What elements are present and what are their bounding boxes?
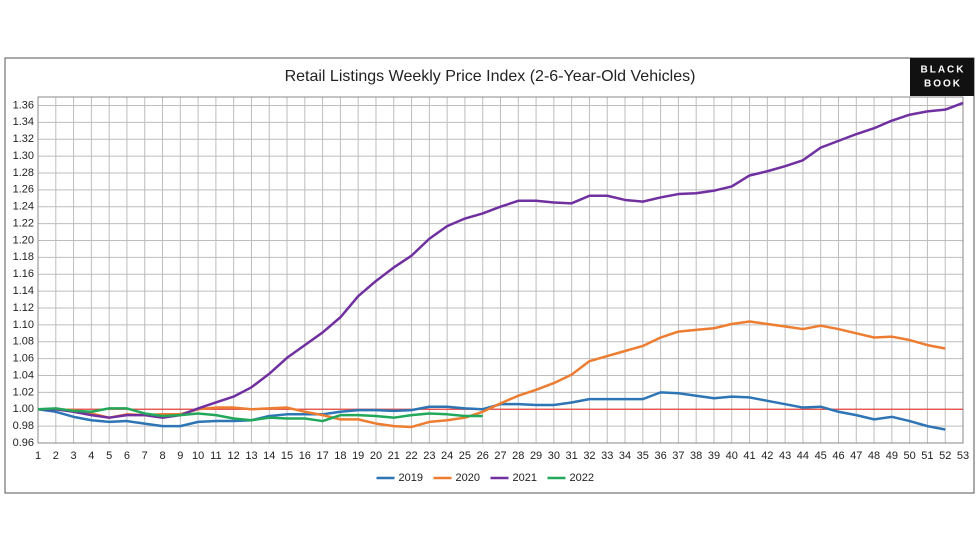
x-tick-label: 13 [245, 450, 257, 462]
y-tick-label: 1.14 [13, 285, 34, 297]
x-tick-label: 40 [726, 450, 738, 462]
x-tick-label: 24 [441, 450, 453, 462]
x-tick-label: 25 [459, 450, 471, 462]
legend-label: 2022 [570, 472, 594, 484]
x-tick-label: 8 [159, 450, 165, 462]
y-tick-label: 1.34 [13, 116, 34, 128]
x-tick-label: 38 [690, 450, 702, 462]
legend-label: 2019 [399, 472, 423, 484]
y-tick-label: 1.22 [13, 217, 34, 229]
y-tick-label: 1.32 [13, 133, 34, 145]
x-tick-label: 10 [192, 450, 204, 462]
y-tick-label: 0.96 [13, 437, 34, 449]
y-tick-label: 1.16 [13, 268, 34, 280]
x-tick-label: 4 [88, 450, 94, 462]
x-tick-label: 1 [35, 450, 41, 462]
x-tick-label: 30 [548, 450, 560, 462]
x-tick-label: 27 [494, 450, 506, 462]
x-tick-label: 31 [566, 450, 578, 462]
x-tick-label: 16 [299, 450, 311, 462]
y-tick-label: 1.26 [13, 184, 34, 196]
x-tick-label: 5 [106, 450, 112, 462]
plot-frame [37, 96, 964, 444]
x-tick-label: 48 [868, 450, 880, 462]
y-tick-label: 1.00 [13, 403, 34, 415]
x-tick-label: 20 [370, 450, 382, 462]
x-tick-label: 19 [352, 450, 364, 462]
logo-text: BLACK [921, 65, 966, 76]
y-tick-label: 1.12 [13, 302, 34, 314]
x-tick-label: 36 [654, 450, 666, 462]
series-line [38, 101, 964, 419]
y-tick-label: 1.30 [13, 150, 34, 162]
x-tick-label: 34 [619, 450, 631, 462]
x-tick-label: 43 [779, 450, 791, 462]
y-tick-label: 1.24 [13, 201, 34, 213]
x-tick-label: 17 [316, 450, 328, 462]
series-line [37, 407, 483, 423]
x-tick-label: 37 [672, 450, 684, 462]
chart-frame [4, 57, 975, 494]
x-tick-label: 11 [210, 450, 221, 462]
y-tick-label: 1.18 [13, 251, 34, 263]
y-tick-label: 1.10 [13, 319, 34, 331]
logo-box [910, 58, 974, 96]
x-tick-label: 26 [477, 450, 489, 462]
x-tick-label: 35 [637, 450, 649, 462]
y-tick-label: 1.08 [13, 336, 34, 348]
x-tick-label: 9 [177, 450, 183, 462]
x-tick-label: 49 [886, 450, 898, 462]
x-tick-label: 44 [797, 450, 809, 462]
x-tick-label: 3 [71, 450, 77, 462]
x-tick-label: 39 [708, 450, 720, 462]
y-tick-label: 1.04 [13, 369, 34, 381]
x-tick-label: 14 [263, 450, 275, 462]
x-tick-label: 21 [388, 450, 400, 462]
x-tick-label: 42 [761, 450, 773, 462]
logo-text: BOOK [924, 79, 962, 90]
x-tick-label: 53 [957, 450, 969, 462]
y-tick-label: 1.20 [13, 234, 34, 246]
legend-label: 2020 [456, 472, 480, 484]
x-tick-label: 50 [904, 450, 916, 462]
x-tick-label: 12 [228, 450, 240, 462]
x-tick-label: 46 [832, 450, 844, 462]
x-tick-label: 45 [815, 450, 827, 462]
x-tick-label: 52 [939, 450, 951, 462]
x-tick-label: 29 [530, 450, 542, 462]
x-tick-label: 2 [53, 450, 59, 462]
x-tick-label: 47 [850, 450, 862, 462]
y-tick-label: 1.28 [13, 167, 34, 179]
x-tick-label: 23 [423, 450, 435, 462]
y-tick-label: 0.98 [13, 420, 34, 432]
x-tick-label: 18 [334, 450, 346, 462]
x-tick-label: 33 [601, 450, 613, 462]
x-tick-label: 22 [405, 450, 417, 462]
legend-label: 2021 [513, 472, 537, 484]
x-tick-label: 15 [281, 450, 293, 462]
x-tick-label: 6 [124, 450, 130, 462]
y-tick-label: 1.02 [13, 386, 34, 398]
y-tick-label: 1.06 [13, 353, 34, 365]
x-tick-label: 28 [512, 450, 524, 462]
y-tick-label: 1.36 [13, 99, 34, 111]
x-tick-label: 41 [743, 450, 755, 462]
x-tick-label: 7 [142, 450, 148, 462]
x-tick-label: 32 [583, 450, 595, 462]
chart-title: Retail Listings Weekly Price Index (2-6-… [285, 68, 696, 85]
x-tick-label: 51 [921, 450, 933, 462]
